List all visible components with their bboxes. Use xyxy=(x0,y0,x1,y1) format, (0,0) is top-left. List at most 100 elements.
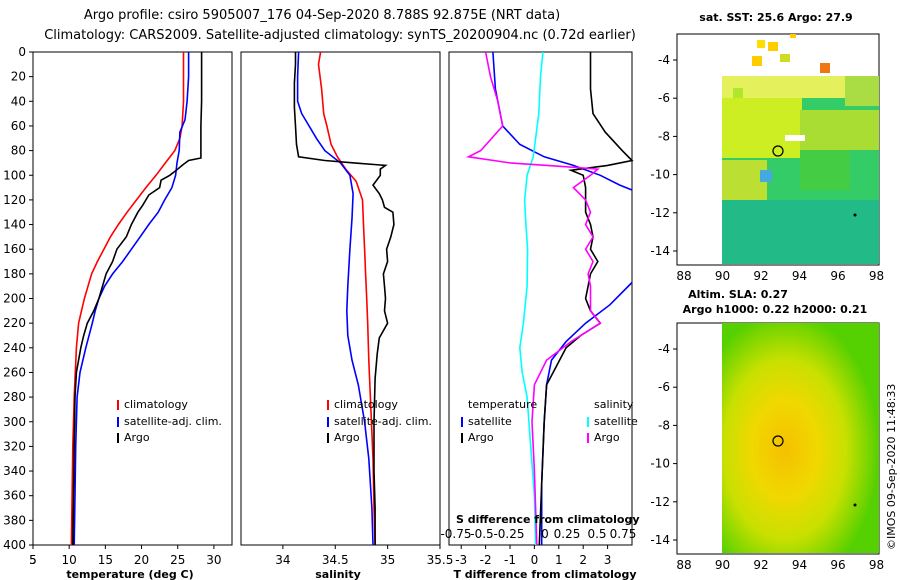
map-x-tick-label: 98 xyxy=(869,558,884,572)
sla-argo-location-marker xyxy=(772,435,784,447)
map-y-tick-label: -6 xyxy=(658,91,670,105)
legend-salinity-title: salinity xyxy=(594,398,634,411)
map-x-tick-label: 96 xyxy=(830,558,845,572)
map-y-tick-label: -8 xyxy=(658,418,670,432)
sla-map-title-1: Altim. SLA: 0.27 xyxy=(688,288,788,301)
map-x-tick-label: 88 xyxy=(676,558,691,572)
series-line-argo xyxy=(72,52,203,546)
sst-map-title: sat. SST: 25.6 Argo: 27.9 xyxy=(699,11,852,24)
map-y-tick-label: -6 xyxy=(658,380,670,394)
legend-s-argo: Argo xyxy=(594,431,620,444)
x-tick-label: 34 xyxy=(275,553,290,567)
depth-tick-label: 360 xyxy=(3,489,26,503)
sst-field-warm-patch-2 xyxy=(800,110,879,150)
sst-field-patch-3 xyxy=(722,160,767,200)
depth-tick-label: 160 xyxy=(3,242,26,256)
map-x-tick-label: 92 xyxy=(753,269,768,283)
sst-field-warm-patch xyxy=(722,98,802,158)
sst-map: sat. SST: 25.6 Argo: 27.9 -4 -6 -8 -10 -12 -1… xyxy=(650,11,884,283)
depth-tick-label: 220 xyxy=(3,316,26,330)
x-tick-label: 10 xyxy=(62,553,77,567)
s-tick-label: 0.5 xyxy=(587,527,606,541)
x-tick-label: 0 xyxy=(531,553,539,567)
depth-tick-label: 120 xyxy=(3,193,26,207)
legend-t-argo: Argo xyxy=(468,431,494,444)
x-tick-label: 2 xyxy=(579,553,587,567)
sst-field-pixel xyxy=(820,63,830,73)
legend-s-satellite: satellite xyxy=(594,415,638,428)
legend-satellite: satellite-adj. clim. xyxy=(124,415,222,428)
depth-tick-label: 320 xyxy=(3,439,26,453)
map-y-tick-label: -12 xyxy=(650,495,670,509)
sla-map-title-2: Argo h1000: 0.22 h2000: 0.21 xyxy=(683,303,868,316)
series-line-s-argo xyxy=(465,51,602,546)
map-y-tick-label: -8 xyxy=(658,129,670,143)
x-tick-label: 20 xyxy=(134,553,149,567)
imos-credit: ©IMOS 09-Sep-2020 11:48:33 xyxy=(885,384,898,550)
series-line-satellite-adj-clim- xyxy=(73,52,190,546)
salinity-panel: 34 34.5 35 35.5 salinity climatology satell… xyxy=(240,51,454,580)
x-tick-label: 5 xyxy=(29,553,37,567)
map-y-tick-label: -10 xyxy=(650,457,670,471)
x-tick-label: -2 xyxy=(480,553,492,567)
sst-field-pixel xyxy=(752,56,762,66)
sst-argo-location-marker xyxy=(772,145,784,157)
sla-map: Altim. SLA: 0.27 Argo h1000: 0.22 h2000:… xyxy=(650,288,884,572)
legend-t-satellite: satellite xyxy=(468,415,512,428)
x-tick-label: 3 xyxy=(604,553,612,567)
x-tick-label: 35 xyxy=(380,553,395,567)
depth-tick-label: 200 xyxy=(3,292,26,306)
legend-argo: Argo xyxy=(334,431,360,444)
sst-field-pixel xyxy=(768,42,778,51)
series-line-climatology xyxy=(317,51,376,546)
s-tick-label: 0.75 xyxy=(610,527,637,541)
depth-tick-label: 240 xyxy=(3,341,26,355)
series-line-t-argo xyxy=(538,52,634,546)
sst-field-cool-patch xyxy=(722,200,879,264)
sst-field-pixel xyxy=(757,40,765,48)
map-y-tick-label: -4 xyxy=(658,53,670,67)
depth-tick-label: 180 xyxy=(3,267,26,281)
sst-map-field xyxy=(722,34,879,264)
map-x-tick-label: 90 xyxy=(715,558,730,572)
sst-field-cyan-spot xyxy=(760,170,772,182)
depth-tick-label: 60 xyxy=(11,119,26,133)
x-tick-label: 35.5 xyxy=(427,553,454,567)
x-tick-label: 1 xyxy=(555,553,563,567)
depth-tick-label: 0 xyxy=(18,45,26,59)
series-line-climatology xyxy=(70,52,185,546)
difference-legend: temperature salinity satellite Argo sate… xyxy=(461,398,638,444)
map-x-tick-label: 92 xyxy=(753,558,768,572)
s-difference-label: S difference from climatology xyxy=(456,513,640,526)
x-tick-label: 25 xyxy=(170,553,185,567)
depth-tick-label: 80 xyxy=(11,144,26,158)
x-tick-label: 30 xyxy=(206,553,221,567)
difference-panel: -3 -2 -1 0 1 2 3 -0.75-0.5 -0.25 0 0.25 0.5 0.75 S … xyxy=(440,51,640,580)
sst-field-pixel xyxy=(845,76,879,106)
t-difference-xlabel: T difference from climatology xyxy=(453,568,636,580)
legend-climatology: climatology xyxy=(124,398,188,411)
sst-field-band xyxy=(722,76,879,98)
map-x-tick-label: 90 xyxy=(715,269,730,283)
sst-field-cloud-gap xyxy=(785,135,805,141)
temperature-xlabel: temperature (deg C) xyxy=(66,568,193,580)
x-tick-label: 34.5 xyxy=(322,553,349,567)
depth-tick-label: 380 xyxy=(3,513,26,527)
depth-tick-label: 20 xyxy=(11,70,26,84)
map-x-tick-label: 96 xyxy=(830,269,845,283)
s-tick-label: 0 xyxy=(541,527,549,541)
map-x-tick-label: 94 xyxy=(792,558,807,572)
sla-argo-track-dot xyxy=(853,503,857,507)
x-tick-label: 15 xyxy=(98,553,113,567)
series-line-satellite-adj-clim- xyxy=(296,51,374,546)
depth-tick-label: 100 xyxy=(3,168,26,182)
legend-climatology: climatology xyxy=(334,398,398,411)
s-tick-label: -0.25 xyxy=(493,527,524,541)
legend-satellite: satellite-adj. clim. xyxy=(334,415,432,428)
sla-map-field xyxy=(722,323,879,553)
title-line-1: Argo profile: csiro 5905007_176 04-Sep-2… xyxy=(84,8,560,23)
map-x-tick-label: 98 xyxy=(869,269,884,283)
depth-tick-label: 280 xyxy=(3,390,26,404)
map-x-tick-label: 94 xyxy=(792,269,807,283)
